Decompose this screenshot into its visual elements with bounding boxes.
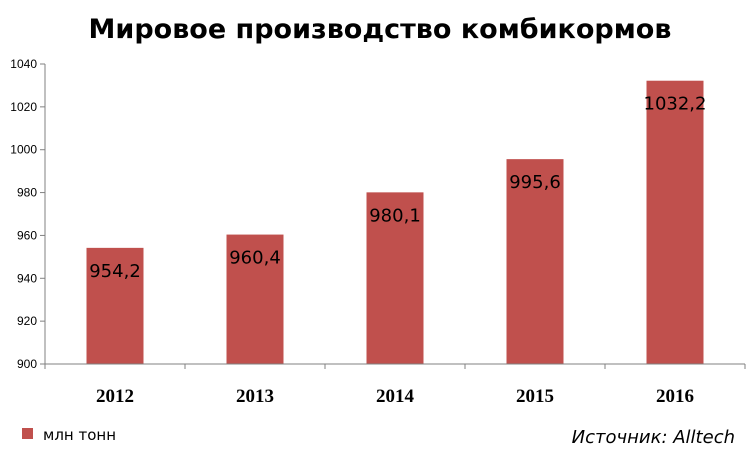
y-tick-label: 920 [17, 314, 37, 328]
legend: млн тонн [22, 426, 116, 444]
y-tick-label: 960 [17, 228, 37, 242]
bar-2013 [226, 234, 284, 364]
legend-label: млн тонн [43, 426, 116, 444]
bar-2014 [366, 192, 424, 364]
y-tick-label: 1040 [10, 57, 37, 71]
chart-title: Мировое производство комбикормов [89, 14, 672, 45]
data-label-2012: 954,2 [89, 261, 141, 282]
data-label-2013: 960,4 [229, 248, 281, 269]
x-tick-label-2012: 2012 [96, 386, 134, 407]
y-tick-label: 1000 [10, 143, 37, 157]
y-tick-label: 900 [17, 357, 37, 371]
x-tick-label-2014: 2014 [376, 386, 415, 407]
source-note: Источник: Alltech [572, 427, 735, 448]
x-tick-label-2015: 2015 [516, 386, 554, 407]
bars: 954,2 960,4 980,1 995,6 1032,2 [86, 80, 707, 364]
bar-2015 [506, 159, 564, 364]
y-tick-label: 980 [17, 186, 37, 200]
legend-swatch [22, 428, 33, 439]
x-tick-label-2013: 2013 [236, 386, 274, 407]
y-tick-label: 1020 [10, 100, 37, 114]
y-axis: 900 920 940 960 980 1000 1020 1040 [10, 57, 46, 371]
data-label-2014: 980,1 [369, 205, 421, 226]
x-tick-label-2016: 2016 [656, 386, 694, 407]
bar-2016 [646, 80, 704, 364]
bar-2012 [86, 247, 144, 364]
data-label-2015: 995,6 [509, 172, 561, 193]
data-label-2016: 1032,2 [644, 94, 707, 115]
x-axis: 2012 2013 2014 2015 2016 [44, 363, 746, 407]
y-tick-label: 940 [17, 271, 37, 285]
